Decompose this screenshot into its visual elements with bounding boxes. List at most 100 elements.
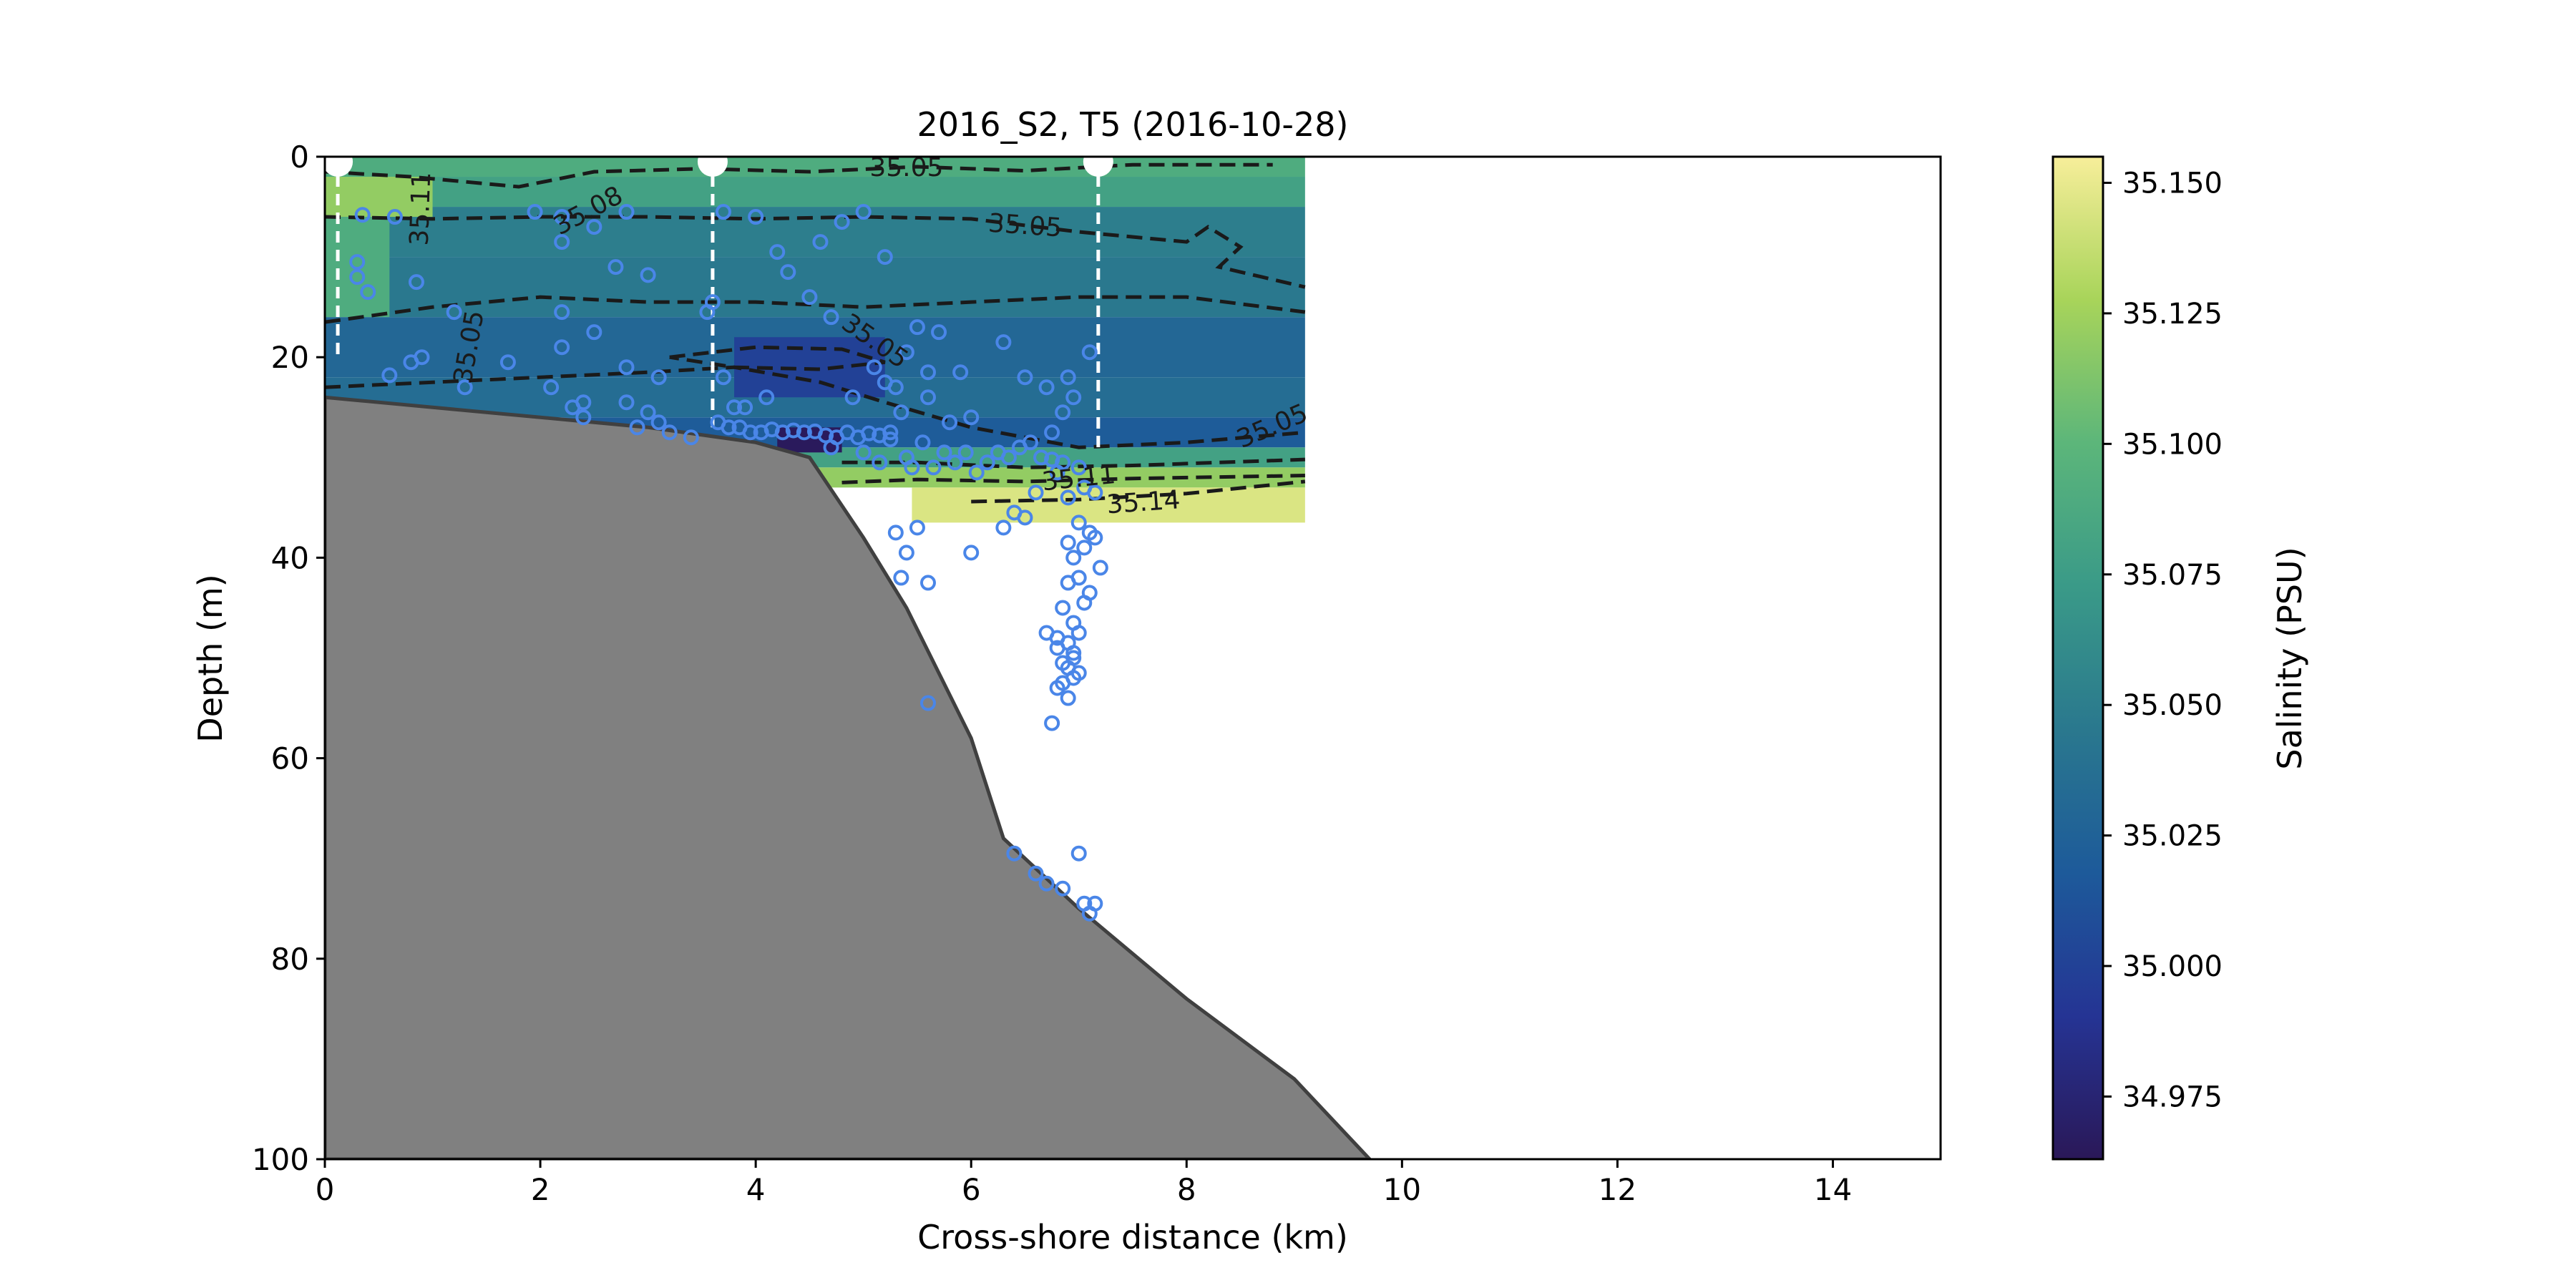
salinity-cell xyxy=(325,257,1305,318)
observation-point xyxy=(887,525,904,541)
observation-point xyxy=(919,389,936,406)
station-marker xyxy=(697,157,728,177)
observation-point xyxy=(855,204,872,220)
observation-point xyxy=(1087,530,1103,546)
observation-point xyxy=(866,359,882,376)
observation-point xyxy=(586,324,602,341)
observation-point xyxy=(1033,449,1050,466)
station-marker xyxy=(1083,157,1113,177)
observation-point xyxy=(931,324,947,341)
observation-point xyxy=(386,209,403,225)
observation-point xyxy=(543,379,560,396)
y-axis: 0 20 40 60 80 100 xyxy=(252,140,325,1177)
observation-scatter xyxy=(349,204,1108,922)
x-tick-label: 4 xyxy=(746,1172,766,1207)
observation-point xyxy=(715,369,731,386)
y-tick-label: 20 xyxy=(271,340,309,375)
observation-point xyxy=(1060,575,1076,591)
observation-point xyxy=(893,570,909,586)
observation-point xyxy=(898,545,914,561)
observation-point xyxy=(1017,509,1033,526)
x-tick-label: 14 xyxy=(1814,1172,1852,1207)
observation-point xyxy=(855,444,872,461)
observation-point xyxy=(1055,404,1071,421)
x-axis-label: Cross-shore distance (km) xyxy=(917,1218,1348,1257)
observation-point xyxy=(742,424,758,441)
observation-point xyxy=(499,354,516,371)
contour-label: 35.14 xyxy=(1106,485,1181,519)
y-tick-label: 80 xyxy=(271,942,309,977)
observation-point xyxy=(618,204,635,220)
colorbar-frame xyxy=(2051,155,2104,1161)
observation-point xyxy=(618,359,635,376)
observation-point xyxy=(1028,484,1044,501)
x-tick-label: 6 xyxy=(962,1172,981,1207)
observation-point xyxy=(527,204,543,220)
observation-point xyxy=(909,319,925,336)
observation-point xyxy=(1060,369,1076,386)
contour-label: 35.05 xyxy=(987,209,1063,243)
observation-point xyxy=(1044,424,1060,441)
observation-point xyxy=(381,367,398,384)
observation-point xyxy=(780,264,796,280)
observation-point xyxy=(1049,464,1065,481)
observation-point xyxy=(457,379,473,396)
y-tick-label: 60 xyxy=(271,741,309,776)
observation-point xyxy=(554,304,570,321)
y-tick-label: 40 xyxy=(271,540,309,575)
observation-point xyxy=(914,434,931,451)
observation-point xyxy=(565,399,581,416)
contour-line xyxy=(669,345,886,371)
observation-point xyxy=(823,439,839,456)
colorbar-tick-label: 35.100 xyxy=(2122,428,2223,461)
observation-point xyxy=(1049,640,1065,656)
colorbar-tick-label: 35.075 xyxy=(2122,559,2223,592)
observation-point xyxy=(963,409,980,426)
observation-point xyxy=(575,409,592,426)
observation-point xyxy=(1038,875,1055,892)
observation-point xyxy=(947,454,963,471)
observation-point xyxy=(650,414,667,431)
observation-point xyxy=(1065,670,1082,686)
colorbar-tick-label: 34.975 xyxy=(2122,1080,2223,1113)
observation-point xyxy=(909,519,925,536)
x-axis: 0 2 4 6 8 10 12 14 xyxy=(316,1159,1852,1207)
observation-point xyxy=(812,234,829,250)
colorbar-tick-label: 35.025 xyxy=(2122,820,2223,853)
x-tick-label: 12 xyxy=(1599,1172,1636,1207)
contour-line xyxy=(325,162,1273,189)
observation-point xyxy=(1000,449,1017,466)
contour-label: 35.11 xyxy=(405,172,437,246)
observation-point xyxy=(1076,595,1093,611)
observation-point xyxy=(882,424,899,441)
contour-line xyxy=(971,479,1306,504)
observation-point xyxy=(796,424,812,441)
observation-point xyxy=(1060,535,1076,551)
observation-point xyxy=(737,399,753,416)
observation-point xyxy=(1081,344,1098,361)
observation-point xyxy=(1087,484,1103,501)
observation-point xyxy=(823,309,839,326)
observation-point xyxy=(861,425,877,441)
station-markers xyxy=(325,157,1113,448)
observation-point xyxy=(1055,880,1071,897)
colorbar-label: Salinity (PSU) xyxy=(2270,547,2309,769)
observation-point xyxy=(1060,489,1076,506)
observation-point xyxy=(834,214,850,230)
observation-point xyxy=(1070,845,1087,862)
observation-point xyxy=(618,394,635,411)
x-tick-label: 2 xyxy=(531,1172,550,1207)
observation-point xyxy=(1038,625,1055,641)
colorbar-gradient xyxy=(2053,157,2103,1159)
observation-point xyxy=(1076,540,1093,556)
observation-point xyxy=(683,429,699,446)
observation-point xyxy=(349,269,366,286)
observation-point xyxy=(1070,459,1087,476)
observation-point xyxy=(936,444,952,461)
observation-point xyxy=(882,431,899,448)
observation-point xyxy=(554,234,570,250)
observation-point xyxy=(758,389,775,406)
colorbar: 35.150 35.125 35.100 35.075 35.050 35.025 35.0… xyxy=(2051,155,2309,1161)
observation-point xyxy=(1055,600,1071,616)
